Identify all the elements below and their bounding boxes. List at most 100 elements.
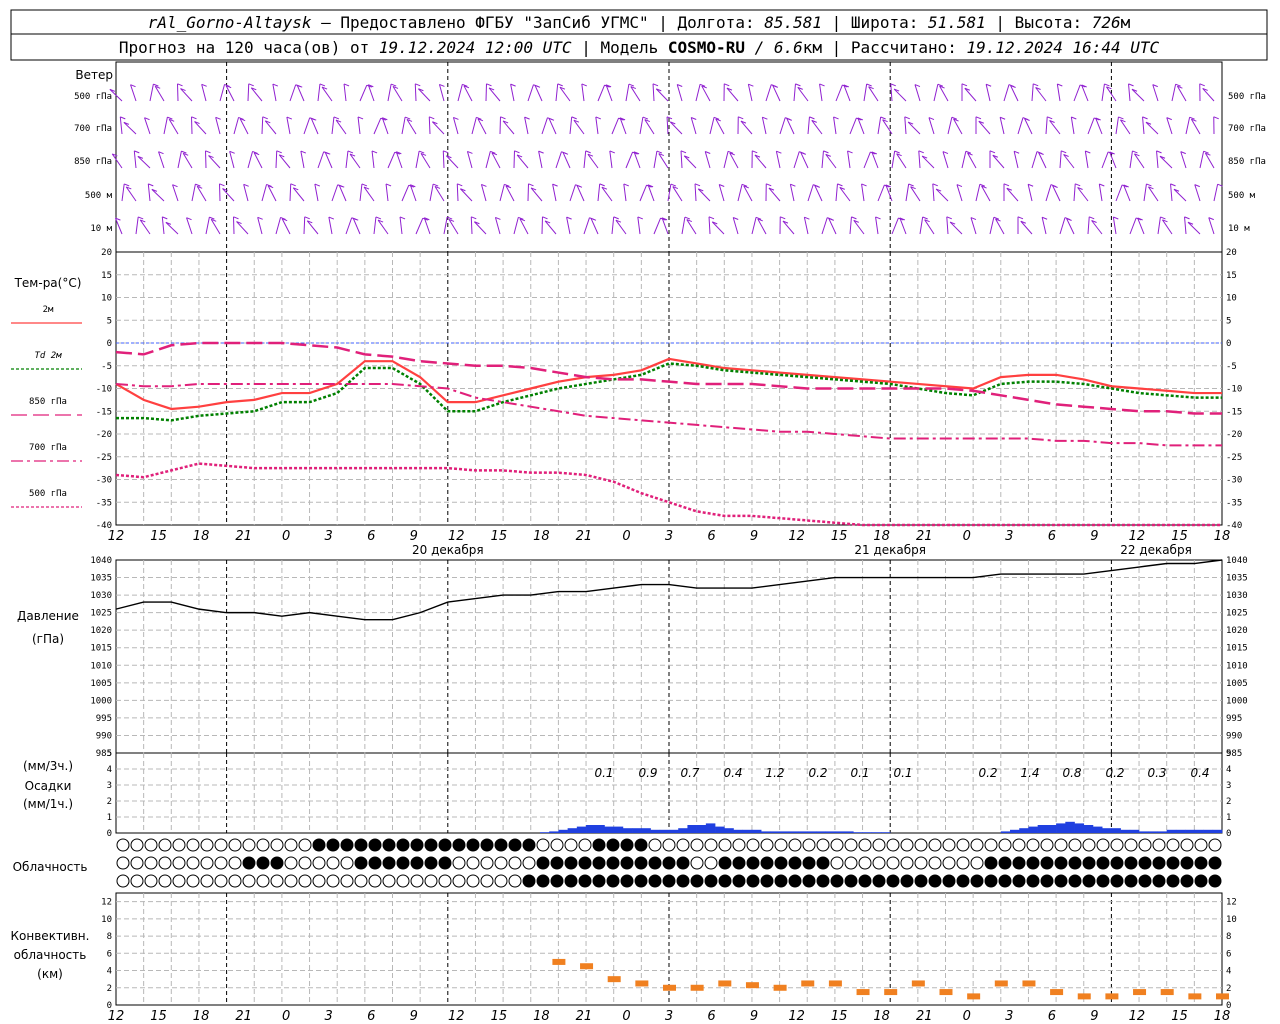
wind-barb-flag: [1162, 219, 1168, 223]
wind-barb-flag: [137, 155, 144, 159]
cloud-symbol: [1096, 838, 1110, 852]
wind-barb: [544, 220, 557, 235]
wind-barb-flag: [882, 119, 888, 123]
wind-barb: [761, 117, 767, 135]
cloud-symbol: [508, 856, 522, 870]
x-hour-label-bottom: 0: [622, 1009, 630, 1024]
cloud-symbol: [130, 856, 144, 870]
wind-barb-flag: [633, 151, 640, 155]
wind-barb: [807, 116, 810, 135]
wind-barb-flag: [1217, 183, 1223, 187]
wind-barb: [821, 217, 828, 235]
x-hour-label-bottom: 0: [282, 1009, 290, 1024]
cloud-symbol: [760, 874, 774, 888]
cloud-symbol: [998, 856, 1012, 870]
alt-unit: м: [1121, 13, 1131, 32]
wind-barb: [907, 121, 921, 135]
cloud-symbol: [326, 874, 340, 888]
conv-bar: [745, 982, 759, 989]
wind-barb: [680, 150, 683, 169]
wind-barb: [272, 83, 277, 102]
wind-barb-flag: [467, 150, 473, 154]
wind-barb-flag: [1160, 216, 1166, 220]
wind-barb: [499, 184, 505, 202]
cloud-symbol: [424, 838, 438, 852]
wind-barb-flag: [211, 218, 217, 222]
wind-barb-flag: [495, 216, 501, 220]
wind-barb-flag: [1170, 183, 1176, 187]
wind-barb-flag: [965, 150, 972, 154]
cloud-symbol: [928, 838, 942, 852]
wind-barb: [144, 117, 151, 135]
wind-barb-flag: [978, 120, 985, 124]
wind-barb-flag: [208, 155, 214, 159]
wind-barb: [401, 116, 406, 135]
wind-barb-flag: [619, 117, 626, 121]
cloud-symbol: [144, 838, 158, 852]
wind-barb-flag: [460, 188, 466, 192]
wind-barb: [601, 186, 613, 202]
wind-barb-flag: [661, 217, 668, 221]
precip-total: 1.4: [1020, 766, 1039, 780]
wind-barb-flag: [124, 183, 130, 187]
x-hour-label-bottom: 6: [367, 1009, 375, 1024]
precip-bar: [549, 831, 559, 833]
wind-barb-flag: [368, 84, 374, 88]
cloud-symbol: [452, 874, 466, 888]
wind-barb-flag: [708, 216, 715, 220]
precip-bar: [761, 831, 771, 833]
wind-barb-flag: [180, 88, 186, 92]
day-label: 21 декабря: [854, 543, 926, 557]
wind-barb: [921, 155, 935, 169]
wind-barb: [967, 152, 977, 169]
wind-barb-flag: [691, 117, 697, 120]
header-line2: Прогноз на 120 часа(ов) от 19.12.2024 12…: [119, 38, 1160, 57]
cloud-symbol: [1054, 874, 1068, 888]
precip-bar: [1212, 829, 1223, 833]
wind-barb: [182, 153, 193, 169]
cloud-symbol: [830, 856, 844, 870]
wind-barb: [151, 189, 165, 202]
wind-barb-flag: [448, 218, 455, 222]
wind-barb: [552, 184, 557, 202]
header-line1: rAl_Gorno-Altaysk — Предоставлено ФГБУ "…: [148, 13, 1131, 32]
wind-barb-flag: [194, 121, 200, 125]
wind-barbs: [109, 83, 1223, 235]
cloud-symbol: [130, 874, 144, 888]
wind-barb-flag: [677, 84, 683, 87]
conv-bar: [994, 980, 1008, 987]
wind-barb-flag: [656, 88, 662, 92]
cloud-symbol: [620, 856, 634, 870]
wind-barb-flag: [1091, 220, 1097, 223]
wind-barb: [119, 116, 123, 135]
wind-barb: [456, 183, 459, 202]
cloud-symbol: [704, 874, 718, 888]
wind-barb-flag: [921, 155, 928, 159]
cloud-symbol: [242, 856, 256, 870]
wind-barb-flag: [453, 116, 459, 120]
wind-barb-flag: [262, 116, 268, 120]
wind-barb: [219, 84, 226, 102]
cloud-symbol: [816, 856, 830, 870]
precip-bar: [724, 828, 734, 833]
wind-barb-flag: [613, 216, 619, 220]
wind-barb: [793, 151, 800, 169]
temp-tick: 5: [107, 316, 112, 326]
wind-barb-flag: [109, 88, 116, 92]
wind-barb-flag: [432, 183, 439, 187]
wind-barb: [701, 85, 711, 102]
cloud-symbol: [298, 838, 312, 852]
conv-tick: 12: [101, 898, 112, 908]
wind-barb-flag: [797, 86, 803, 90]
wind-barb: [819, 83, 823, 102]
wind-barb-flag: [727, 150, 734, 154]
pressure-tick-right: 1025: [1226, 609, 1248, 619]
wind-barb: [1176, 85, 1187, 102]
conv-bar: [580, 963, 594, 970]
wind-barb-flag: [281, 218, 288, 222]
x-hour-label-bottom: 0: [963, 1009, 971, 1024]
x-hour-label-bottom: 21: [916, 1009, 933, 1024]
wind-barb: [502, 120, 515, 135]
wind-barb-flag: [1194, 184, 1200, 188]
cloud-symbol: [256, 856, 270, 870]
